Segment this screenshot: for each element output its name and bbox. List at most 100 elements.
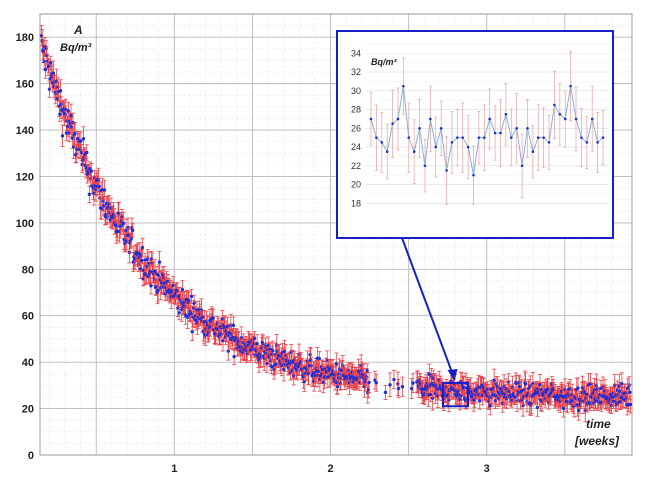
x-axis-unit: [weeks]	[574, 434, 620, 448]
data-point	[282, 367, 286, 372]
inset-data-point	[439, 127, 443, 130]
data-point	[575, 403, 580, 407]
inset-data-point	[429, 117, 432, 121]
data-point	[480, 393, 485, 398]
inset-data-point	[375, 136, 378, 139]
inset-data-point	[391, 122, 394, 125]
y-tick-label: 40	[22, 357, 34, 369]
data-point	[107, 202, 111, 206]
y-tick-label: 160	[16, 79, 34, 91]
inset-data-point	[477, 136, 481, 139]
inset-data-point	[547, 141, 551, 144]
data-point	[539, 387, 544, 392]
x-tick-label: 1	[171, 463, 177, 475]
data-point	[130, 228, 135, 233]
data-point	[618, 400, 623, 404]
y-tick-label: 60	[22, 311, 34, 323]
data-point	[383, 390, 388, 395]
data-point	[44, 46, 48, 51]
inset-y-tick-label: 34	[351, 48, 361, 58]
data-point	[140, 245, 145, 250]
inset-data-point	[499, 131, 502, 135]
data-point	[67, 131, 71, 135]
inset-y-tick-label: 20	[351, 180, 361, 190]
inset-data-point	[509, 136, 513, 139]
y-tick-label: 120	[16, 171, 34, 183]
data-point	[39, 33, 44, 38]
data-point	[411, 381, 415, 385]
inset-y-axis-unit: Bq/m³	[371, 57, 398, 67]
data-point	[225, 324, 230, 329]
data-point	[221, 338, 225, 343]
inset-data-point	[380, 141, 384, 144]
inset-y-tick-label: 28	[351, 105, 361, 115]
data-point	[74, 152, 78, 156]
data-point	[324, 370, 329, 374]
data-point	[87, 192, 92, 197]
data-point	[561, 406, 566, 411]
y-tick-label: 100	[16, 218, 34, 230]
data-point	[191, 306, 196, 310]
data-point	[89, 169, 94, 173]
data-point	[338, 381, 342, 385]
data-point	[301, 375, 306, 379]
data-point	[335, 384, 340, 389]
plot-frame	[39, 13, 633, 456]
data-point	[73, 131, 77, 136]
data-point	[226, 349, 230, 353]
inset-chart: 18 20 22 24 26 28 30 32 34	[336, 30, 614, 239]
inset-data-point	[434, 145, 438, 149]
x-tick-label: 3	[484, 463, 490, 475]
inset-y-tick-label: 26	[351, 123, 361, 133]
data-point	[252, 336, 257, 341]
data-point	[92, 191, 96, 196]
data-point	[513, 395, 517, 399]
data-point	[143, 258, 147, 262]
main-tick-labels: 0 20 40 60 80 100 120 140 160 180 1 2 3	[16, 32, 490, 475]
data-point	[392, 377, 396, 382]
data-point	[624, 391, 628, 395]
data-point	[81, 137, 86, 141]
inset-y-tick-label: 22	[351, 161, 361, 171]
data-point	[153, 269, 157, 273]
data-point	[176, 306, 180, 310]
data-point	[80, 162, 84, 167]
x-tick-label: 2	[327, 463, 333, 475]
inset-data-point	[488, 117, 491, 121]
data-point	[617, 384, 622, 389]
data-point	[523, 382, 528, 386]
zoom-indicator	[401, 237, 469, 408]
data-point	[102, 188, 107, 192]
data-point	[510, 398, 514, 402]
data-point	[628, 402, 633, 407]
data-point	[141, 277, 145, 281]
inset-data-point	[531, 150, 535, 154]
inset-data-point	[493, 131, 497, 135]
y-tick-label: 140	[16, 125, 34, 137]
data-point	[270, 352, 274, 356]
inset-data-point	[472, 173, 475, 177]
inset-y-tick-label: 18	[351, 198, 361, 208]
y-tick-label: 180	[16, 32, 34, 44]
data-point	[63, 112, 67, 116]
data-point	[41, 49, 46, 54]
data-point	[576, 408, 581, 413]
data-point	[321, 380, 325, 384]
zoom-arrow-line	[401, 237, 456, 380]
inset-data-point	[385, 150, 389, 154]
data-point	[211, 316, 215, 320]
x-axis-label: time	[586, 417, 611, 431]
data-point	[350, 370, 354, 374]
data-point	[149, 284, 153, 288]
data-point	[127, 250, 132, 255]
inset-data-point	[542, 136, 545, 139]
data-point	[142, 268, 146, 272]
data-point	[43, 67, 48, 72]
data-point	[145, 257, 150, 261]
inset-data-point	[423, 164, 427, 168]
inset-data-point	[601, 136, 605, 139]
data-point	[595, 387, 599, 391]
inset-data-point	[520, 164, 524, 168]
